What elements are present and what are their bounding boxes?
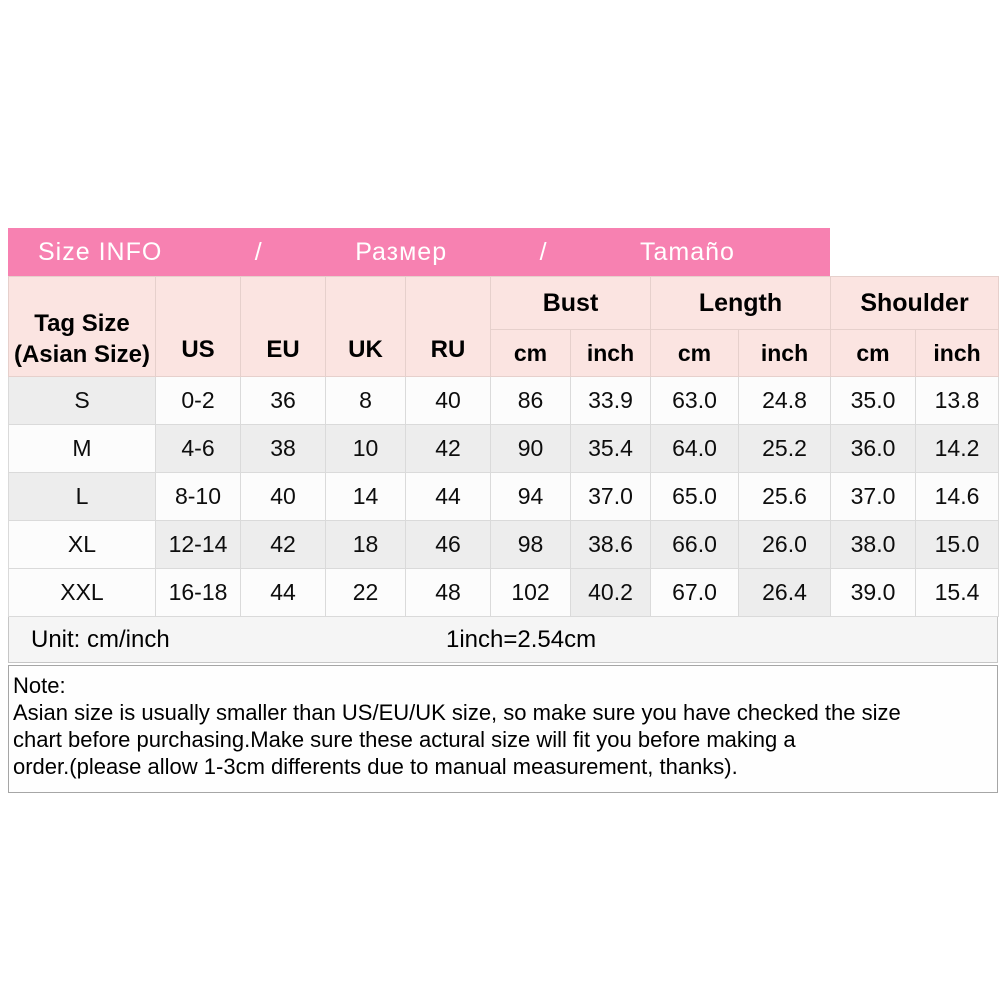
size-value-cell: 36.0 [830, 424, 917, 473]
size-value-cell: 40.2 [570, 568, 651, 617]
size-row: M 4-6 38 10 42 90 35.4 64.0 25.2 36.0 14.2 [8, 424, 1000, 473]
size-value-cell: 0-2 [155, 376, 241, 425]
note-line: chart before purchasing.Make sure these … [13, 727, 796, 752]
size-value-cell: 38 [240, 424, 326, 473]
size-value-cell: 8-10 [155, 472, 241, 521]
size-value-cell: 14 [325, 472, 406, 521]
size-row: XL 12-14 42 18 46 98 38.6 66.0 26.0 38.0 15.0 [8, 520, 1000, 569]
size-value-cell: 26.0 [737, 520, 832, 569]
size-value-cell: 36 [240, 376, 326, 425]
title-separator: / [254, 237, 263, 266]
size-value-cell: 16-18 [155, 568, 241, 617]
size-value-cell: 15.0 [915, 520, 1000, 569]
size-value-cell: 37.0 [830, 472, 917, 521]
size-value-cell: 42 [405, 424, 491, 473]
size-table-body: S 0-2 36 8 40 86 33.9 63.0 24.8 35.0 13.8 M 4-6 38 10 4… [8, 376, 1000, 617]
title-bar: Size INFO / Размер / Tamaño [8, 228, 830, 276]
note-line: order.(please allow 1-3cm differents due… [13, 754, 738, 779]
size-value-cell: 15.4 [915, 568, 1000, 617]
unit-header-inch: inch [570, 329, 651, 377]
size-value-cell: 4-6 [155, 424, 241, 473]
size-value-cell: 10 [325, 424, 406, 473]
title-size-info: Size INFO [38, 237, 163, 266]
unit-header-inch: inch [737, 329, 832, 377]
conversion-label: 1inch=2.54cm [446, 625, 597, 653]
size-value-cell: 33.9 [570, 376, 651, 425]
tag-size-line2: (Asian Size) [13, 341, 151, 368]
unit-header-cm: cm [650, 329, 739, 377]
size-value-cell: 35.0 [830, 376, 917, 425]
size-value-cell: 44 [240, 568, 326, 617]
size-row: XXL 16-18 44 22 48 102 40.2 67.0 26.4 39.0 15.4 [8, 568, 1000, 617]
size-row: S 0-2 36 8 40 86 33.9 63.0 24.8 35.0 13.8 [8, 376, 1000, 425]
size-value-cell: 25.6 [737, 472, 832, 521]
size-value-cell: 38.0 [830, 520, 917, 569]
unit-bar: Unit: cm/inch 1inch=2.54cm [8, 617, 998, 663]
size-label-cell: L [8, 472, 156, 521]
size-value-cell: 40 [405, 376, 491, 425]
region-header-uk: UK [325, 276, 406, 377]
size-value-cell: 24.8 [737, 376, 832, 425]
region-header-eu: EU [240, 276, 326, 377]
size-value-cell: 64.0 [650, 424, 739, 473]
size-value-cell: 42 [240, 520, 326, 569]
size-value-cell: 12-14 [155, 520, 241, 569]
size-value-cell: 40 [240, 472, 326, 521]
size-value-cell: 66.0 [650, 520, 739, 569]
size-value-cell: 94 [490, 472, 571, 521]
tag-size-header: Tag Size (Asian Size) [8, 276, 156, 377]
size-value-cell: 39.0 [830, 568, 917, 617]
size-value-cell: 44 [405, 472, 491, 521]
size-value-cell: 13.8 [915, 376, 1000, 425]
size-value-cell: 67.0 [650, 568, 739, 617]
title-separator: / [539, 237, 548, 266]
group-header-bust: Bust [490, 276, 651, 330]
size-value-cell: 26.4 [737, 568, 832, 617]
unit-header-inch: inch [915, 329, 1000, 377]
size-value-cell: 37.0 [570, 472, 651, 521]
region-header-us: US [155, 276, 241, 377]
size-table-header: Tag Size (Asian Size) US EU UK RU Bust L… [8, 276, 1000, 377]
size-value-cell: 48 [405, 568, 491, 617]
size-value-cell: 63.0 [650, 376, 739, 425]
size-value-cell: 22 [325, 568, 406, 617]
group-header-length: Length [649, 276, 832, 330]
size-value-cell: 25.2 [737, 424, 832, 473]
size-value-cell: 65.0 [650, 472, 739, 521]
size-value-cell: 90 [490, 424, 571, 473]
size-row: L 8-10 40 14 44 94 37.0 65.0 25.6 37.0 14.6 [8, 472, 1000, 521]
size-label-cell: M [8, 424, 156, 473]
size-value-cell: 102 [490, 568, 571, 617]
unit-label: Unit: cm/inch [31, 625, 170, 653]
size-value-cell: 86 [490, 376, 571, 425]
note-block: Note: Asian size is usually smaller than… [8, 665, 998, 793]
size-value-cell: 98 [490, 520, 571, 569]
size-value-cell: 14.6 [915, 472, 1000, 521]
tag-size-line1: Tag Size [34, 310, 130, 337]
size-value-cell: 8 [325, 376, 406, 425]
size-table: Tag Size (Asian Size) US EU UK RU Bust L… [8, 276, 1000, 617]
size-label-cell: XXL [8, 568, 156, 617]
size-chart: Size INFO / Размер / Tamaño Tag Size (As… [8, 228, 1000, 793]
note-line: Asian size is usually smaller than US/EU… [13, 700, 901, 725]
size-value-cell: 14.2 [915, 424, 1000, 473]
group-header-shoulder: Shoulder [830, 276, 1000, 330]
title-razmer: Размер [355, 237, 448, 266]
unit-header-cm: cm [830, 329, 917, 377]
title-tamano: Tamaño [640, 237, 735, 266]
size-value-cell: 18 [325, 520, 406, 569]
size-value-cell: 46 [405, 520, 491, 569]
region-header-ru: RU [405, 276, 491, 377]
size-value-cell: 35.4 [570, 424, 651, 473]
unit-header-cm: cm [490, 329, 571, 377]
size-label-cell: S [8, 376, 156, 425]
size-label-cell: XL [8, 520, 156, 569]
note-heading: Note: [13, 673, 66, 698]
size-value-cell: 38.6 [570, 520, 651, 569]
